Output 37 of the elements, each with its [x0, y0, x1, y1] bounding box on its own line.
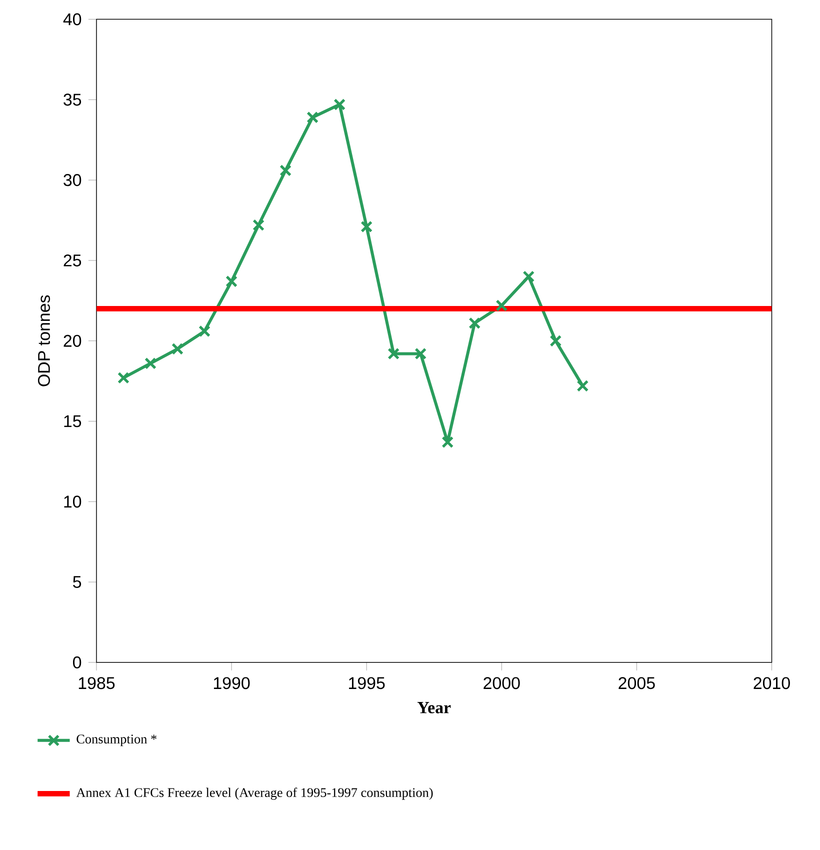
legend-label: Consumption *	[76, 734, 156, 746]
y-tick-label: 30	[64, 174, 82, 186]
x-tick-label: 1985	[78, 677, 115, 690]
x-tick-label: 2000	[484, 677, 520, 690]
point	[117, 372, 130, 384]
y-tick-label: 40	[63, 13, 82, 26]
y-tick-label: 25	[64, 254, 82, 266]
point	[576, 380, 589, 392]
legend-label: Annex A1 CFCs Freeze level (Average of 1995-1997 consumption)	[76, 788, 433, 800]
point	[414, 348, 427, 360]
x-tick-label: 2005	[618, 677, 655, 690]
point	[252, 219, 265, 232]
point	[306, 111, 319, 124]
point	[388, 348, 400, 360]
x-tick-label: 1995	[349, 677, 385, 690]
point	[522, 270, 535, 283]
point	[198, 325, 210, 338]
y-tick-label: 0	[73, 656, 82, 668]
x-axis-title: Year	[417, 702, 451, 714]
point	[280, 164, 292, 176]
x-tick-label: 1990	[214, 677, 250, 690]
y-tick-label: 5	[73, 576, 82, 588]
point	[226, 275, 238, 288]
point	[550, 334, 562, 347]
y-axis-title: ODP tonnes	[38, 295, 50, 386]
y-tick-label: 20	[64, 334, 82, 347]
point	[496, 300, 508, 312]
point	[360, 220, 373, 233]
y-tick-label: 15	[64, 415, 82, 428]
y-tick-label: 10	[64, 496, 82, 508]
point	[172, 342, 184, 355]
point	[468, 317, 481, 330]
point	[442, 436, 454, 448]
y-tick-label: 35	[64, 94, 82, 106]
point	[334, 98, 346, 110]
point	[144, 357, 156, 370]
x-tick-label: 2010	[754, 677, 790, 690]
